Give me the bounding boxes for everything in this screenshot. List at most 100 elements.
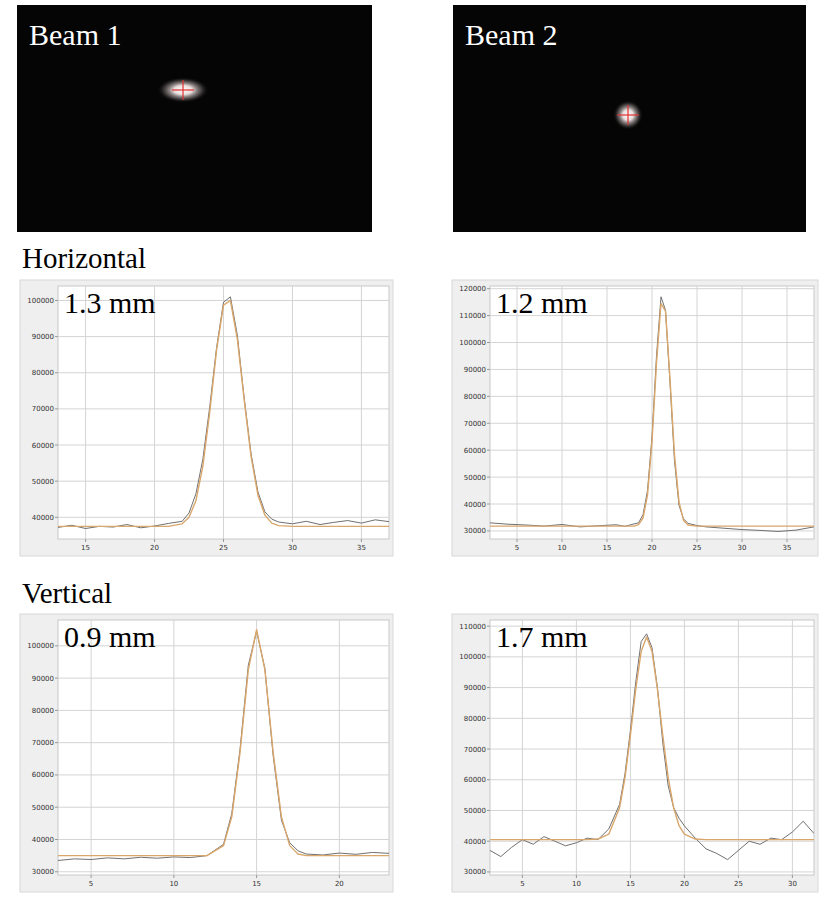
tick-label: 20: [648, 544, 657, 552]
tick-mark: [91, 875, 92, 878]
panel-background: [20, 614, 393, 892]
tick-mark: [652, 539, 653, 542]
tick-label: 60000: [464, 776, 486, 784]
beam-image: Beam 2: [453, 5, 806, 232]
tick-mark: [55, 372, 58, 373]
tick-label: 15: [603, 544, 612, 552]
tick-label: 5: [520, 880, 524, 888]
tick-mark: [55, 710, 58, 711]
line-chart: 3000040000500006000070000800009000010000…: [452, 280, 818, 556]
tick-label: 30000: [464, 527, 486, 535]
tick-mark: [361, 539, 362, 542]
tick-label: 100000: [459, 653, 486, 661]
grid-line: [256, 620, 257, 875]
grid-line: [292, 286, 293, 539]
annotation: 1.3 mm: [64, 286, 156, 319]
annotation: 1.2 mm: [496, 286, 588, 319]
tick-label: 25: [693, 544, 702, 552]
tick-mark: [487, 749, 490, 750]
tick-label: 35: [357, 544, 366, 552]
fit-line: [490, 637, 814, 840]
panel-background: [20, 280, 393, 556]
tick-mark: [339, 875, 340, 878]
tick-mark: [576, 875, 577, 878]
tick-label: 25: [734, 880, 743, 888]
tick-label: 5: [89, 880, 93, 888]
tick-label: 30: [288, 544, 297, 552]
data-line: [490, 297, 814, 532]
plot-area: [490, 620, 814, 875]
tick-mark: [697, 539, 698, 542]
tick-mark: [292, 539, 293, 542]
image-label: Beam 1: [29, 18, 121, 51]
annotation: 0.9 mm: [64, 620, 156, 653]
tick-mark: [55, 300, 58, 301]
tick-mark: [55, 742, 58, 743]
tick-label: 100000: [459, 339, 486, 347]
grid-line: [684, 620, 685, 875]
tick-mark: [55, 517, 58, 518]
tick-mark: [487, 687, 490, 688]
tick-label: 30: [788, 880, 797, 888]
plot-area: [490, 286, 814, 539]
grid-line: [490, 687, 814, 688]
tick-mark: [487, 450, 490, 451]
tick-label: 35: [783, 544, 792, 552]
tick-mark: [487, 871, 490, 872]
fit-line: [490, 303, 814, 526]
tick-label: 90000: [464, 366, 486, 374]
tick-label: 60000: [32, 442, 54, 450]
line-chart: 3000040000500006000070000800009000010000…: [20, 614, 393, 892]
tick-mark: [55, 807, 58, 808]
tick-label: 30000: [32, 868, 54, 876]
tick-mark: [55, 839, 58, 840]
grid-line: [576, 620, 577, 875]
grid-line: [490, 871, 814, 872]
section-label: Horizontal: [22, 242, 146, 274]
panel-background: [452, 614, 818, 892]
beam-spot: [157, 77, 209, 103]
tick-mark: [487, 779, 490, 780]
series-group: [490, 297, 814, 532]
plot-area: [58, 620, 389, 875]
grid-line: [522, 620, 523, 875]
tick-mark: [787, 539, 788, 542]
tick-mark: [487, 626, 490, 627]
tick-label: 30: [738, 544, 747, 552]
tick-mark: [487, 342, 490, 343]
tick-label: 10: [558, 544, 567, 552]
grid-line: [742, 286, 743, 539]
tick-label: 5: [515, 544, 519, 552]
grid-line: [85, 286, 86, 539]
tick-label: 40000: [32, 514, 54, 522]
grid-line: [652, 286, 653, 539]
grid-line: [738, 620, 739, 875]
grid-line: [490, 749, 814, 750]
tick-label: 60000: [464, 447, 486, 455]
tick-label: 110000: [459, 312, 486, 320]
tick-label: 50000: [32, 478, 54, 486]
tick-label: 100000: [27, 642, 54, 650]
beam-spot: [613, 100, 643, 130]
tick-mark: [55, 481, 58, 482]
grid-line: [517, 286, 518, 539]
tick-label: 25: [219, 544, 228, 552]
tick-label: 20: [680, 880, 689, 888]
data-line: [58, 631, 389, 860]
tick-mark: [55, 336, 58, 337]
tick-mark: [55, 774, 58, 775]
tick-label: 70000: [32, 405, 54, 413]
tick-mark: [55, 408, 58, 409]
section-label: Vertical: [22, 577, 112, 609]
line-chart: 4000050000600007000080000900001000001520…: [20, 280, 393, 556]
grid-line: [787, 286, 788, 539]
tick-mark: [55, 645, 58, 646]
tick-mark: [487, 530, 490, 531]
tick-mark: [487, 841, 490, 842]
grid-line: [361, 286, 362, 539]
camera-frame: [17, 5, 372, 232]
tick-mark: [738, 875, 739, 878]
tick-mark: [522, 875, 523, 878]
tick-mark: [223, 539, 224, 542]
tick-mark: [630, 875, 631, 878]
